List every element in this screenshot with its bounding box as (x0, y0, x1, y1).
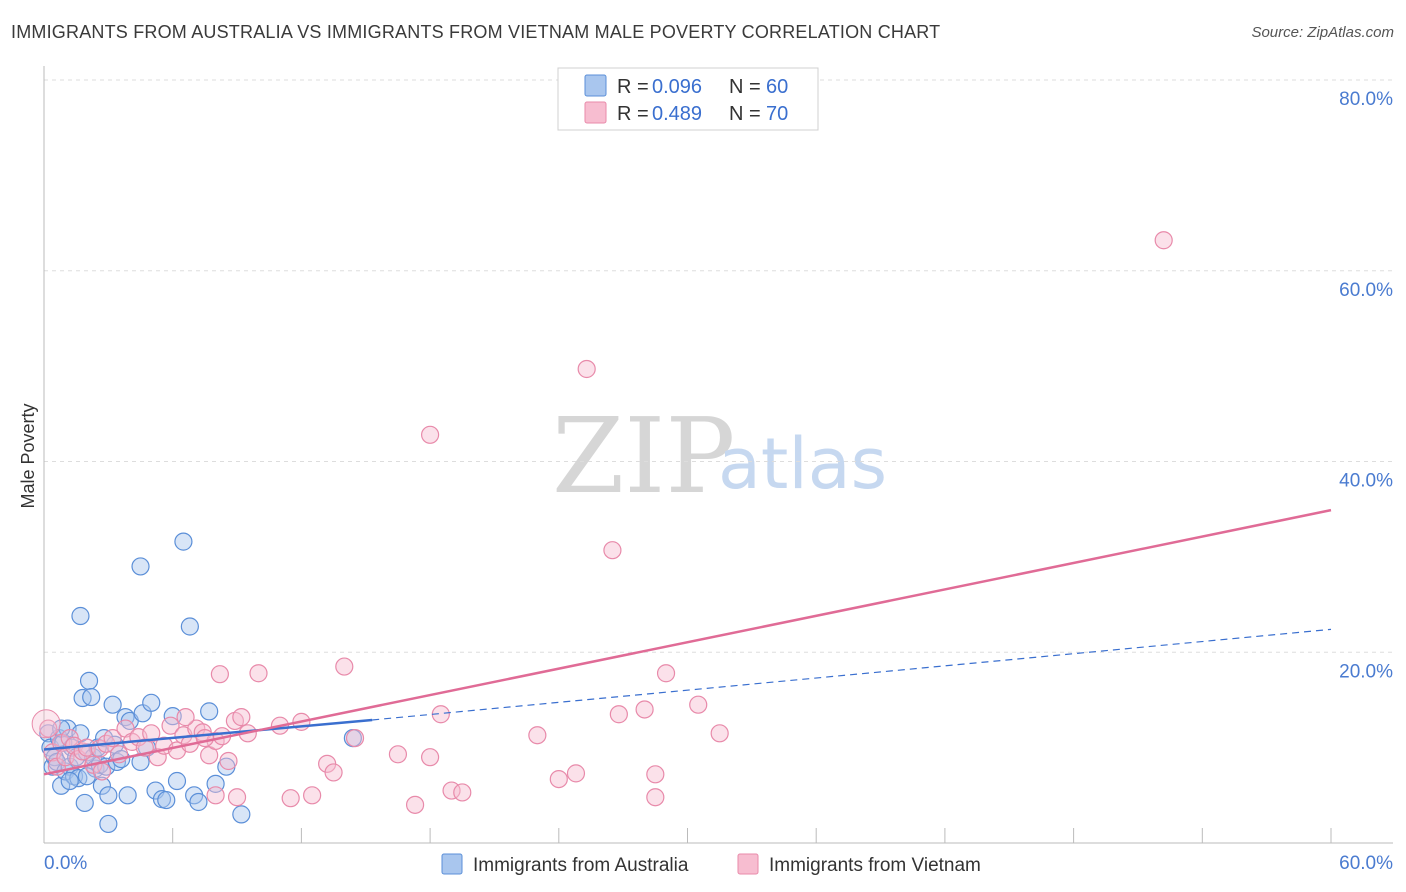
australia-point-25 (92, 776, 112, 795)
vietnam-point-54 (528, 726, 547, 745)
australia-point-53 (232, 805, 251, 824)
australia-trend-dashed (372, 628, 1332, 721)
legend-r-value-vietnam: 0.489 (652, 103, 702, 125)
bottom-legend-swatch-vietnam (737, 853, 759, 875)
vietnam-point-0 (39, 719, 58, 738)
bottom-legend: Immigrants from Australia Immigrants fro… (441, 853, 981, 876)
vietnam-point-56 (566, 764, 586, 783)
australia-point-54 (99, 814, 118, 834)
australia-trend-line (43, 718, 373, 751)
chart-title: IMMIGRANTS FROM AUSTRALIA VS IMMIGRANTS … (11, 22, 941, 42)
vietnam-point-47 (388, 745, 408, 764)
vietnam-point-37 (210, 665, 229, 684)
y-tick-label-40: 40.0% (1339, 471, 1393, 492)
legend-r-value-australia: 0.096 (652, 76, 702, 98)
vietnam-point-22 (161, 716, 180, 735)
vietnam-point-33 (232, 708, 251, 727)
australia-point-20 (82, 687, 101, 707)
bottom-legend-label-vietnam: Immigrants from Vietnam (769, 855, 981, 876)
vietnam-point-55 (549, 769, 568, 789)
y-tick-label-80: 80.0% (1339, 89, 1393, 110)
legend-r-label-vietnam: R = (617, 103, 649, 125)
australia-point-46 (174, 532, 193, 551)
y-axis-label: Male Poverty (18, 403, 38, 508)
watermark: ZIP atlas (552, 395, 887, 517)
y-tick-labels: 20.0% 40.0% 60.0% 80.0% (1339, 89, 1393, 682)
australia-point-39 (142, 693, 161, 712)
vietnam-cluster-point (31, 709, 61, 739)
australia-point-45 (167, 771, 187, 791)
legend: R = 0.096 N = 60 R = 0.489 N = 70 (557, 67, 819, 131)
vietnam-point-35 (176, 708, 195, 727)
australia-point-6 (52, 776, 71, 795)
legend-swatch-vietnam (584, 101, 607, 124)
legend-n-value-vietnam: 70 (766, 103, 788, 125)
vietnam-point-64 (710, 724, 729, 743)
vietnam-point-46 (345, 728, 365, 748)
bottom-legend-swatch-australia (441, 853, 463, 875)
vietnam-point-62 (656, 664, 676, 683)
australia-point-17 (75, 793, 94, 813)
vietnam-point-49 (421, 748, 440, 767)
x-ticks (43, 828, 1332, 843)
vietnam-point-65 (646, 788, 665, 807)
australia-point-42 (157, 790, 176, 810)
australia-point-29 (103, 695, 122, 714)
grid-lines (44, 79, 1393, 653)
x-tick-label-max: 60.0% (1339, 853, 1393, 874)
source-label: Source: ZipAtlas.com (1251, 24, 1394, 41)
vietnam-point-45 (335, 657, 354, 676)
australia-point-49 (189, 792, 208, 812)
vietnam-point-59 (609, 705, 628, 724)
watermark-zip: ZIP (552, 395, 735, 517)
australia-point-32 (71, 606, 90, 626)
australia-point-50 (200, 702, 219, 721)
vietnam-point-69 (206, 786, 225, 805)
australia-point-34 (118, 786, 137, 805)
vietnam-trend-line (43, 508, 1332, 776)
vietnam-point-63 (689, 695, 708, 714)
legend-n-value-australia: 60 (766, 76, 788, 98)
vietnam-point-67 (92, 762, 112, 781)
vietnam-point-44 (324, 763, 343, 782)
watermark-atlas: atlas (718, 423, 887, 505)
vietnam-point-60 (635, 700, 654, 719)
vietnam-point-19 (142, 724, 161, 743)
australia-point-44 (131, 557, 150, 576)
bottom-legend-label-australia: Immigrants from Australia (473, 855, 689, 876)
vietnam-point-41 (281, 789, 300, 808)
legend-r-label-australia: R = (617, 76, 649, 98)
australia-point-19 (79, 671, 99, 690)
vietnam-point-66 (1154, 231, 1173, 250)
trend-lines (43, 508, 1332, 776)
vietnam-point-42 (303, 786, 322, 805)
australia-point-28 (99, 786, 118, 805)
vietnam-point-61 (646, 765, 665, 784)
australia-point-47 (180, 617, 199, 636)
vietnam-point-57 (577, 359, 596, 379)
vietnam-point-52 (453, 783, 472, 802)
vietnam-point-36 (195, 728, 214, 748)
legend-n-label-vietnam: N = (729, 103, 761, 125)
vietnam-point-68 (227, 788, 247, 807)
x-tick-label-min: 0.0% (44, 853, 87, 874)
vietnam-point-38 (249, 664, 268, 683)
y-tick-label-60: 60.0% (1339, 280, 1393, 301)
vietnam-point-58 (603, 541, 622, 560)
vietnam-point-31 (219, 751, 238, 771)
legend-swatch-australia (584, 74, 607, 97)
series-vietnam-points (31, 231, 1173, 814)
vietnam-point-48 (405, 795, 425, 814)
australia-point-56 (60, 771, 79, 791)
vietnam-point-53 (421, 425, 440, 444)
axes (43, 66, 1393, 844)
y-tick-label-20: 20.0% (1339, 661, 1393, 682)
legend-n-label-australia: N = (729, 76, 761, 98)
